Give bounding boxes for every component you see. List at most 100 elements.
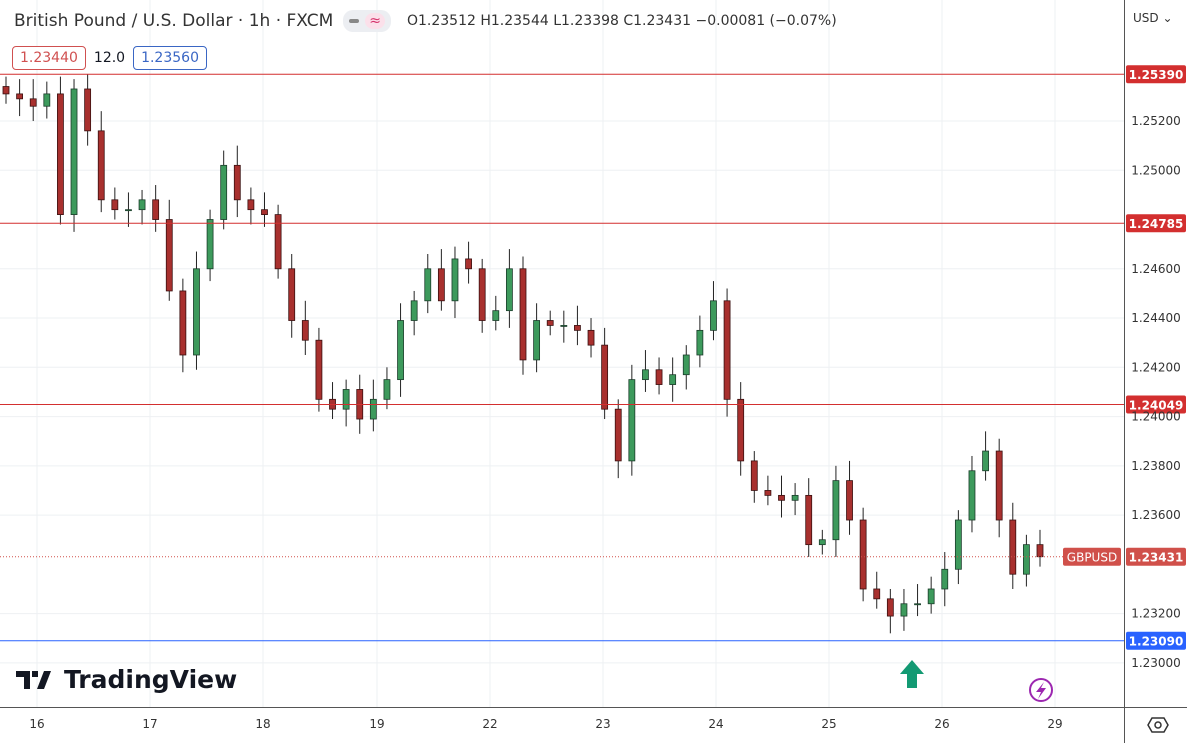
settings-icon[interactable] (1147, 717, 1169, 733)
candle-up-body (492, 310, 500, 321)
candle-down-body (778, 494, 785, 501)
resistance-price-label: 1.24049 (1129, 398, 1184, 412)
candle (682, 345, 690, 390)
symbol-title[interactable]: British Pound / U.S. Dollar · 1h · FXCM (14, 11, 334, 31)
candle-up-body (682, 354, 690, 376)
candle-up-body (968, 470, 976, 521)
candle-up-body (125, 209, 132, 212)
candle (16, 79, 24, 117)
candle (274, 204, 282, 279)
candle (193, 251, 200, 370)
candle-down-body (614, 408, 622, 462)
candle (614, 399, 622, 479)
lightning-bolt (1036, 682, 1046, 699)
candle (329, 382, 336, 420)
candle (805, 478, 813, 557)
y-tick-label: 1.24600 (1131, 262, 1181, 276)
candle-down-body (465, 258, 472, 270)
candle (859, 507, 867, 602)
candle (873, 571, 881, 609)
lightning-icon[interactable] (1029, 678, 1053, 702)
candle-up-body (342, 389, 350, 410)
x-tick-label: 17 (142, 717, 157, 731)
candle (84, 74, 92, 146)
candle-up-body (669, 374, 677, 385)
candle-up-body (628, 379, 636, 462)
resistance-price-tag (1126, 214, 1186, 233)
indicator-toggle[interactable]: ≈ (343, 10, 391, 32)
candle (655, 357, 663, 395)
candle-down-body (247, 199, 255, 211)
candle-down-body (873, 588, 881, 600)
currency-label: USD (1133, 11, 1159, 25)
buy-button[interactable]: 1.23560 (133, 46, 207, 70)
candle (342, 379, 350, 427)
candle (900, 588, 908, 631)
candle-down-body (179, 290, 187, 356)
candle (410, 290, 418, 336)
settings-dot (1154, 721, 1162, 729)
candle (478, 258, 486, 333)
candle-up-body (410, 300, 418, 321)
candle-down-body (84, 88, 92, 132)
candle-up-body (982, 450, 989, 472)
candle (1022, 534, 1030, 587)
last-price-label: 1.23431 (1129, 551, 1184, 565)
candle (29, 79, 37, 121)
candle (832, 465, 840, 557)
x-tick-label: 23 (595, 717, 610, 731)
support-price-tag (1126, 631, 1186, 650)
arrow-up-icon (900, 660, 924, 688)
candle (383, 367, 391, 410)
candle (574, 305, 581, 346)
candle-up-body (941, 568, 949, 590)
candle-up-body (220, 164, 228, 220)
candle-down-body (261, 209, 268, 215)
ohlc-readout: O1.23512 H1.23544 L1.23398 C1.23431 −0.0… (406, 13, 837, 29)
candle (696, 315, 704, 368)
candle (669, 357, 677, 402)
tradingview-logo[interactable]: TradingView (16, 665, 237, 694)
candle (437, 249, 445, 311)
chart-header: British Pound / U.S. Dollar · 1h · FXCM … (14, 10, 837, 32)
candle (954, 510, 962, 585)
candle (723, 288, 731, 417)
logo-text: TradingView (64, 665, 238, 694)
candle (451, 246, 459, 319)
candle-down-body (750, 460, 758, 491)
candle (233, 145, 241, 218)
candle-up-body (397, 320, 404, 381)
resistance-price-tag (1126, 65, 1186, 84)
x-tick-label: 18 (255, 717, 270, 731)
candle-up-body (451, 258, 459, 302)
sell-button[interactable]: 1.23440 (12, 46, 86, 70)
candle (111, 187, 119, 220)
support-price-label: 1.23090 (1129, 635, 1184, 649)
candle (492, 295, 500, 331)
candle-down-body (723, 300, 731, 400)
candle-up-body (818, 539, 826, 546)
candle (165, 199, 173, 301)
currency-selector[interactable]: USD ⌄ (1133, 11, 1173, 25)
candle (152, 185, 160, 232)
candle (97, 111, 105, 213)
candle-up-body (369, 398, 377, 420)
candle (301, 300, 309, 355)
candle (764, 475, 772, 506)
candle-down-body (859, 519, 867, 590)
candle (710, 281, 717, 341)
candle-down-body (57, 93, 64, 215)
candle-down-body (2, 86, 10, 95)
candle (737, 382, 745, 476)
settings-hex (1147, 717, 1169, 733)
x-tick-label: 24 (708, 717, 723, 731)
y-tick-label: 1.24000 (1131, 410, 1181, 424)
candle (886, 588, 894, 634)
x-tick-label: 25 (821, 717, 836, 731)
candle-down-body (1036, 544, 1044, 558)
candle-up-body (642, 369, 649, 381)
spread-value: 12.0 (93, 50, 126, 66)
candle-up-body (533, 320, 541, 361)
resistance-price-tag (1126, 395, 1186, 414)
